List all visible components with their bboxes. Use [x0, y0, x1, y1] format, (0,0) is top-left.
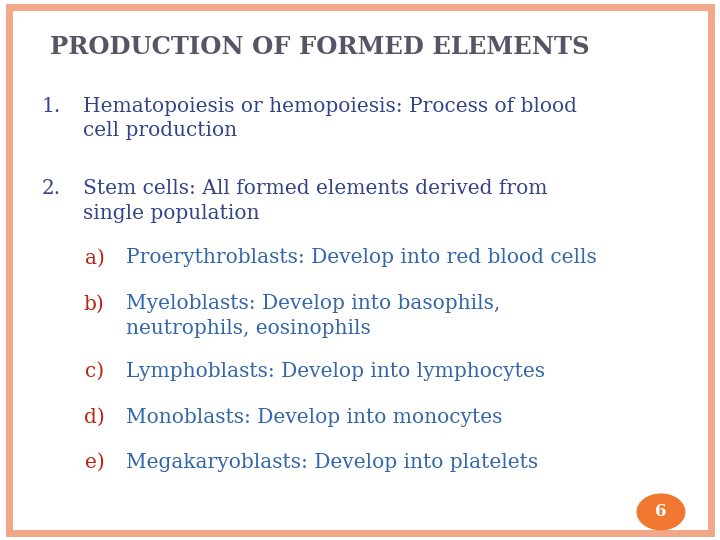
- Text: c): c): [85, 362, 104, 381]
- Text: a): a): [84, 248, 104, 267]
- Text: Stem cells: All formed elements derived from
single population: Stem cells: All formed elements derived …: [83, 179, 547, 222]
- Text: PRODUCTION OF FORMED ELEMENTS: PRODUCTION OF FORMED ELEMENTS: [50, 35, 590, 59]
- Text: Lymphoblasts: Develop into lymphocytes: Lymphoblasts: Develop into lymphocytes: [126, 362, 545, 381]
- Text: Megakaryoblasts: Develop into platelets: Megakaryoblasts: Develop into platelets: [126, 453, 538, 471]
- Text: 6: 6: [655, 503, 667, 521]
- FancyBboxPatch shape: [9, 7, 711, 533]
- Text: e): e): [85, 453, 104, 471]
- Text: b): b): [84, 294, 104, 313]
- Text: Myeloblasts: Develop into basophils,
neutrophils, eosinophils: Myeloblasts: Develop into basophils, neu…: [126, 294, 500, 338]
- Text: Proerythroblasts: Develop into red blood cells: Proerythroblasts: Develop into red blood…: [126, 248, 597, 267]
- Text: d): d): [84, 408, 104, 427]
- Text: 2.: 2.: [42, 179, 61, 198]
- Text: Monoblasts: Develop into monocytes: Monoblasts: Develop into monocytes: [126, 408, 503, 427]
- Circle shape: [637, 494, 685, 530]
- Text: Hematopoiesis or hemopoiesis: Process of blood
cell production: Hematopoiesis or hemopoiesis: Process of…: [83, 97, 577, 140]
- Text: 1.: 1.: [42, 97, 61, 116]
